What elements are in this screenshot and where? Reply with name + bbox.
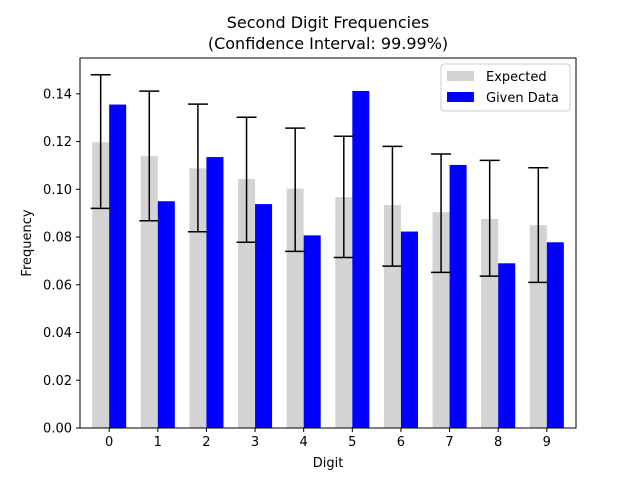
expected-bar xyxy=(189,168,207,428)
legend-label-expected: Expected xyxy=(486,70,547,85)
x-tick-label: 4 xyxy=(300,435,308,450)
given-data-bar xyxy=(352,90,370,429)
x-tick-label: 3 xyxy=(251,435,259,450)
chart-title: Second Digit Frequencies xyxy=(227,13,430,32)
expected-bar xyxy=(529,225,547,428)
expected-bar xyxy=(286,188,304,428)
x-tick-label: 7 xyxy=(445,435,453,450)
x-tick-label: 6 xyxy=(397,435,405,450)
y-tick-label: 0.02 xyxy=(43,374,72,389)
x-axis-label: Digit xyxy=(313,456,344,471)
given-data-bar xyxy=(498,263,516,428)
expected-bar xyxy=(335,197,353,428)
given-data-bar xyxy=(546,242,564,428)
given-data-bar xyxy=(157,201,175,428)
plot-frame xyxy=(79,57,577,429)
y-tick-label: 0.04 xyxy=(43,326,72,341)
y-tick-label: 0.00 xyxy=(43,422,72,437)
y-tick-label: 0.12 xyxy=(43,135,72,150)
y-axis-label: Frequency xyxy=(20,209,35,276)
x-tick-label: 5 xyxy=(348,435,356,450)
y-tick-label: 0.14 xyxy=(43,87,72,102)
expected-bar xyxy=(481,218,499,428)
x-tick-label: 0 xyxy=(105,435,113,450)
y-tick-label: 0.10 xyxy=(43,183,72,198)
given-data-bar xyxy=(449,164,467,428)
x-tick-label: 9 xyxy=(543,435,551,450)
x-tick-label: 1 xyxy=(154,435,162,450)
axes: 0 1 2 3 4 5 6 7 8 9 0.00 0.02 0.04 0.06 0.08 0.10 0.12 0.… xyxy=(43,57,577,450)
given-data-bar xyxy=(255,204,273,428)
chart-subtitle: (Confidence Interval: 99.99%) xyxy=(208,34,448,53)
expected-bar xyxy=(140,156,158,428)
expected-bar xyxy=(383,205,401,428)
given-data-bar xyxy=(109,104,127,428)
given-data-bar xyxy=(303,235,321,428)
legend: Expected Given Data xyxy=(440,63,571,112)
given-data-bar xyxy=(206,157,224,428)
expected-bar xyxy=(432,212,450,428)
expected-bar xyxy=(92,142,110,428)
legend-label-given-data: Given Data xyxy=(486,91,559,106)
y-tick-label: 0.08 xyxy=(43,231,72,246)
legend-swatch-expected xyxy=(447,71,474,81)
expected-bar xyxy=(238,179,256,428)
y-tick-label: 0.06 xyxy=(43,278,72,293)
x-tick-label: 8 xyxy=(494,435,502,450)
x-tick-label: 2 xyxy=(202,435,210,450)
given-data-bar xyxy=(400,231,418,428)
plot-area xyxy=(90,73,564,429)
legend-swatch-given-data xyxy=(447,92,474,102)
